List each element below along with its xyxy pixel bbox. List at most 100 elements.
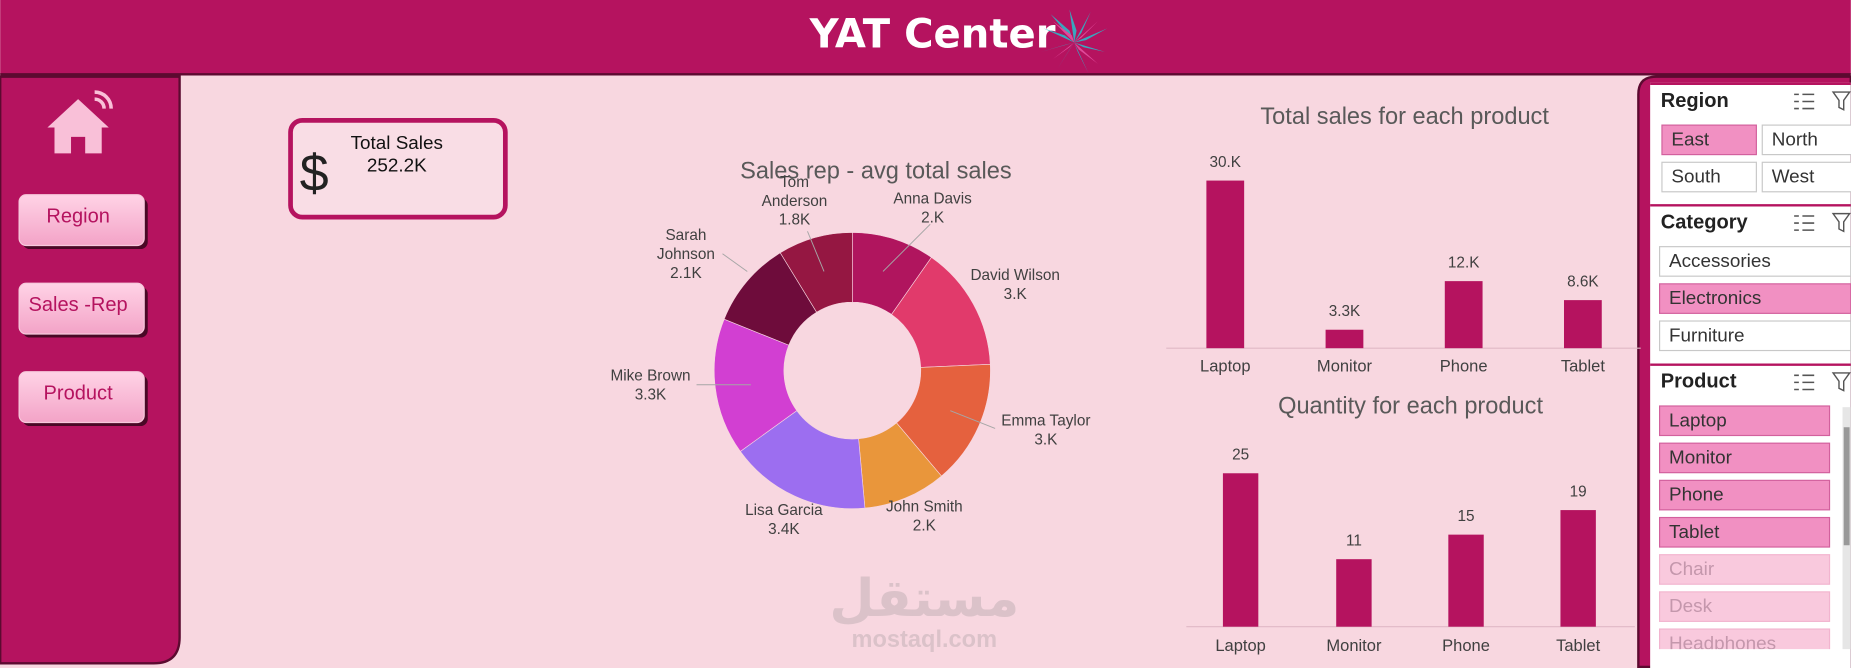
slicer-item-box[interactable]: [1659, 320, 1851, 352]
leader-line: [807, 231, 825, 272]
slicer-item-box[interactable]: [1761, 124, 1851, 156]
slice-value-label: 3.K: [1004, 286, 1028, 303]
slicer-item-label[interactable]: Desk: [1669, 596, 1713, 617]
slice-value-label: 2.K: [913, 517, 937, 534]
slicer-item[interactable]: Phone: [1659, 479, 1831, 511]
slicer-item-box[interactable]: [1659, 405, 1831, 437]
slicer-item-box[interactable]: [1659, 479, 1831, 511]
slice-value-label: 2.1K: [670, 265, 702, 282]
slicer-item-box[interactable]: [1659, 283, 1851, 314]
slicer: Category Accessories Electronics Furniture: [1650, 204, 1851, 352]
kpi-label: Total Sales: [351, 133, 443, 154]
slicer-item[interactable]: Tablet: [1659, 516, 1831, 548]
slicer-item-box[interactable]: [1659, 591, 1831, 622]
slicer-item[interactable]: East: [1661, 124, 1757, 156]
slicer-title: Region: [1661, 90, 1729, 112]
nav-button-face[interactable]: [18, 371, 145, 424]
slicer-item-label[interactable]: Monitor: [1669, 447, 1732, 468]
slicer-item[interactable]: North: [1761, 124, 1851, 156]
slicer-item-box[interactable]: [1659, 554, 1831, 585]
slicer-item[interactable]: Electronics: [1659, 283, 1851, 314]
x-tick-label: Laptop: [1200, 356, 1251, 375]
bar: [1222, 473, 1259, 627]
slicer-title: Category: [1661, 211, 1749, 233]
slicer-item-box[interactable]: [1659, 246, 1851, 277]
bar-value-label: 15: [1458, 508, 1475, 525]
nav-button-face[interactable]: [18, 282, 145, 335]
slicer-item-label[interactable]: Electronics: [1669, 288, 1761, 309]
bar: [1336, 559, 1372, 627]
slice-label: David Wilson: [970, 267, 1059, 284]
slicer-item-label[interactable]: Accessories: [1669, 251, 1771, 272]
slice-label: Lisa Garcia: [745, 502, 823, 519]
nav-button[interactable]: Product: [18, 371, 148, 427]
slicer-items: Laptop Monitor Phone Tablet Chair Desk Headpho…: [1659, 405, 1831, 659]
slicer-item[interactable]: Desk: [1659, 591, 1831, 622]
multi-select-icon[interactable]: [1794, 93, 1815, 110]
slicer-item[interactable]: South: [1661, 161, 1757, 193]
slice-label: Tom Anderson: [762, 174, 828, 210]
slicer-item[interactable]: West: [1761, 161, 1851, 193]
nav-button-label[interactable]: Product: [44, 382, 114, 404]
slicer-item[interactable]: Chair: [1659, 554, 1831, 585]
slicer-item-label[interactable]: South: [1671, 167, 1720, 188]
multi-select-icon[interactable]: [1794, 374, 1815, 391]
slicer-item-label[interactable]: North: [1772, 129, 1818, 150]
slice-label: Mike Brown: [610, 368, 690, 385]
multi-select-icon[interactable]: [1794, 215, 1815, 231]
x-tick-label: Monitor: [1317, 356, 1373, 375]
x-tick-label: Phone: [1442, 636, 1490, 655]
slicer-item[interactable]: Laptop: [1659, 405, 1831, 437]
slicer-item-box[interactable]: [1659, 442, 1831, 474]
bar-value-label: 12.K: [1448, 254, 1480, 271]
clear-filter-icon[interactable]: [1831, 372, 1851, 392]
slicer-item[interactable]: Furniture: [1659, 320, 1851, 352]
chart-title: Quantity for each product: [1278, 393, 1543, 419]
slice-label: John Smith: [886, 499, 963, 516]
logo-flower: [1041, 9, 1108, 74]
slicer: Product Laptop Monitor Phone Tablet Chair Desk…: [1650, 363, 1851, 659]
slice-value-label: 1.8K: [779, 212, 811, 229]
slicer-item-label[interactable]: Chair: [1669, 559, 1714, 580]
chart-title: Sales rep - avg total sales: [740, 159, 1011, 185]
slicer-item-label[interactable]: Laptop: [1669, 410, 1727, 431]
slicer-item-label[interactable]: East: [1671, 129, 1710, 150]
kpi-value: 252.2K: [367, 155, 427, 176]
nav-button-face[interactable]: [18, 194, 145, 247]
slicer-item-box[interactable]: [1659, 628, 1831, 659]
bar: [1444, 281, 1483, 349]
icon-shape: [1794, 215, 1815, 231]
nav-button[interactable]: Region: [18, 194, 148, 250]
slicer-item-box[interactable]: [1661, 161, 1757, 193]
x-tick-label: Monitor: [1326, 636, 1382, 655]
clear-filter-icon[interactable]: [1831, 91, 1851, 111]
slicer-item-label[interactable]: Headphones: [1669, 633, 1776, 654]
slicer-item-label[interactable]: Tablet: [1669, 522, 1720, 543]
nav-button-label[interactable]: Region: [46, 205, 110, 227]
leader-line: [722, 253, 748, 272]
slicer-item-box[interactable]: [1661, 124, 1757, 156]
slicer-item-box[interactable]: [1659, 516, 1831, 548]
slice-value-label: 3.K: [1034, 431, 1058, 448]
icon-shape: [1794, 374, 1815, 391]
slicer-item-label[interactable]: Furniture: [1669, 325, 1745, 346]
icon-shape: [1794, 93, 1815, 110]
nav-button-label[interactable]: Sales -Rep: [29, 294, 128, 316]
slicer-item[interactable]: Accessories: [1659, 246, 1851, 277]
scrollbar-thumb[interactable]: [1843, 427, 1850, 546]
slicer-item-label[interactable]: Phone: [1669, 485, 1724, 506]
slicer-title: Product: [1661, 371, 1737, 393]
pie-slice: [779, 232, 853, 313]
slicer-item-label[interactable]: West: [1772, 167, 1815, 188]
sidebar: [0, 75, 181, 665]
clear-filter-icon[interactable]: [1831, 212, 1851, 233]
slice-label: Anna Davis: [893, 191, 972, 208]
slicer-item[interactable]: Headphones: [1659, 628, 1831, 659]
nav-button[interactable]: Sales -Rep: [18, 282, 148, 338]
kpi-symbol: $: [300, 145, 329, 203]
slicer-item-box[interactable]: [1761, 161, 1851, 193]
bar: [1325, 329, 1364, 349]
slicer-item[interactable]: Monitor: [1659, 442, 1831, 474]
